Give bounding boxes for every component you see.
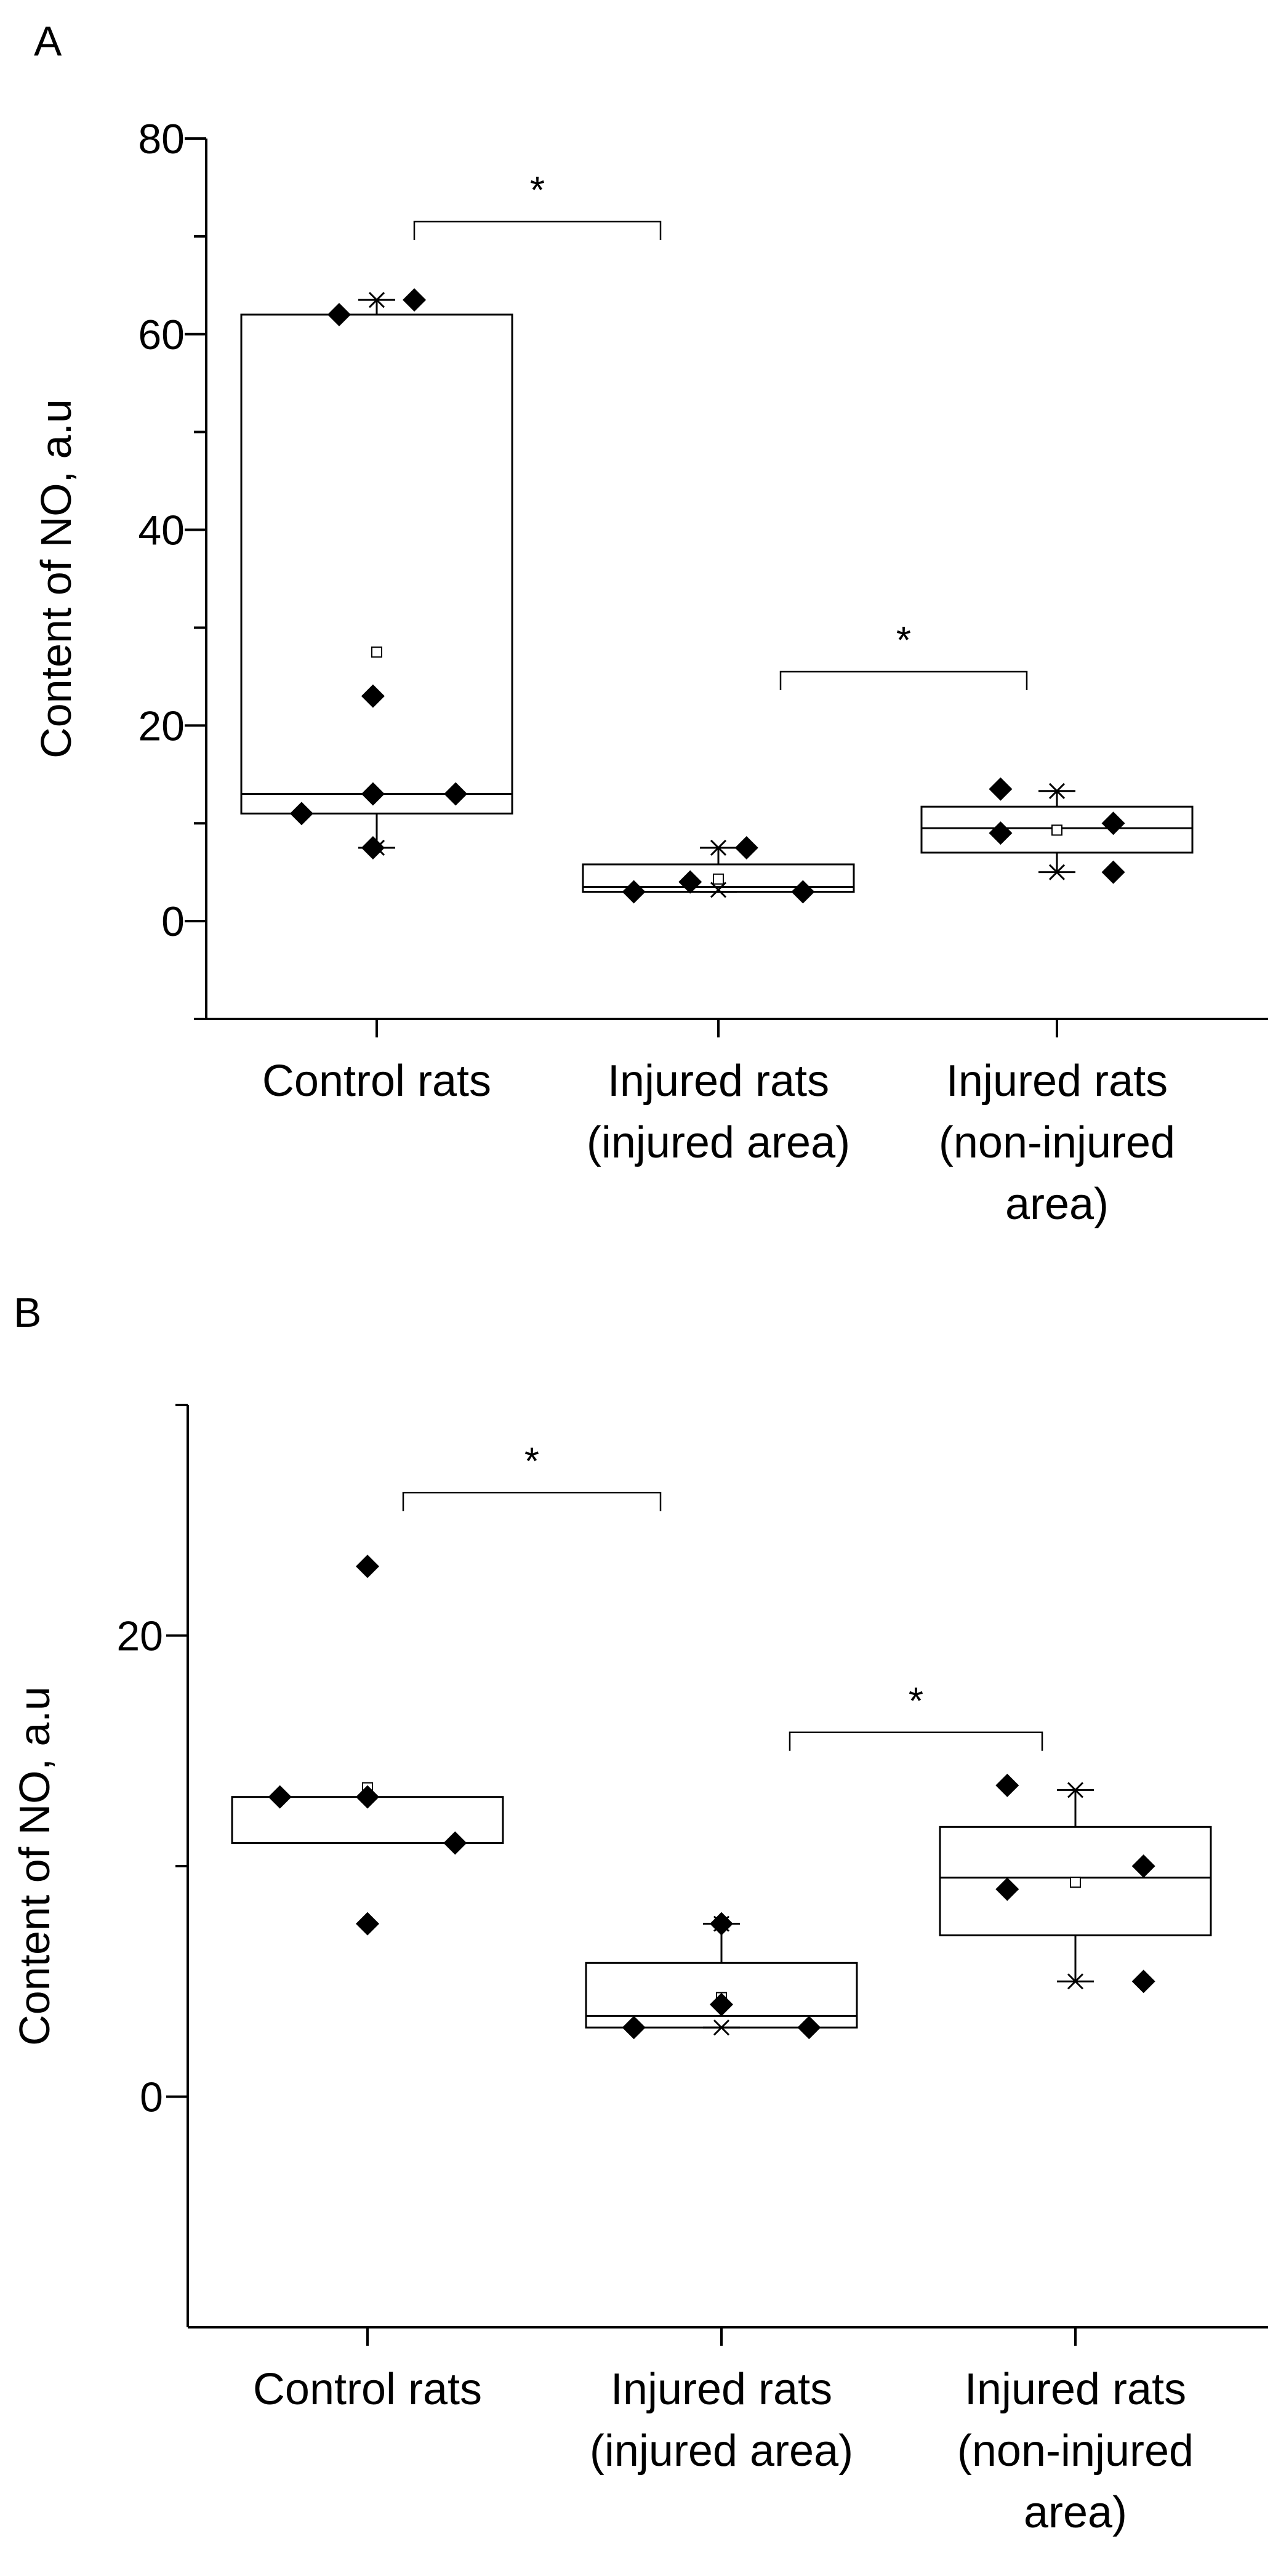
- min-marker: [710, 882, 727, 898]
- x-tick-label-line: Control rats: [262, 1057, 491, 1106]
- data-point: [678, 870, 702, 894]
- data-point: [797, 2016, 821, 2040]
- max-marker: [710, 839, 727, 856]
- data-point: [327, 303, 351, 326]
- max-marker: [1067, 1782, 1084, 1798]
- data-point: [361, 782, 385, 806]
- significance-bracket: [402, 1492, 662, 1511]
- max-marker: [368, 292, 385, 308]
- min-marker: [1067, 1973, 1084, 1990]
- significance-label: *: [909, 1680, 923, 1723]
- y-axis-label: Content of NO, a.u: [32, 399, 80, 759]
- data-point: [356, 1912, 379, 1936]
- y-tick-label: 20: [138, 702, 185, 749]
- chart-panel-b: B 0 20 Content of NO, a.u Control rats Injure…: [10, 1289, 1268, 2537]
- y-tick-label: 0: [140, 2074, 163, 2121]
- data-point: [356, 1785, 379, 1809]
- panel-label: B: [14, 1289, 41, 1336]
- data-point: [622, 880, 646, 904]
- box-3: [920, 777, 1194, 884]
- data-point: [268, 1785, 292, 1809]
- box-2: [585, 1912, 858, 2040]
- x-tick-label: Injured rats (injured area): [590, 2365, 853, 2476]
- y-tick-label: 60: [138, 312, 185, 358]
- min-marker: [713, 2019, 730, 2036]
- mean-marker: [1070, 1877, 1081, 1888]
- max-marker: [1048, 783, 1066, 799]
- mean-marker: [713, 873, 724, 885]
- x-tick-label-line: (non-injured: [957, 2426, 1194, 2476]
- y-tick-label: 20: [116, 1613, 163, 1660]
- data-point: [1131, 1854, 1155, 1878]
- x-tick-label-line: Injured rats: [611, 2365, 832, 2414]
- x-tick-label: Control rats: [253, 2365, 482, 2414]
- data-point: [443, 1831, 467, 1855]
- data-point: [995, 1773, 1019, 1797]
- data-point: [1131, 1970, 1155, 1994]
- box-body: [920, 805, 1194, 854]
- significance-bracket: [779, 670, 1028, 690]
- data-point: [1101, 811, 1125, 835]
- data-point: [734, 835, 758, 859]
- x-tick-label-line: Injured rats: [965, 2365, 1186, 2414]
- panel-label: A: [34, 18, 62, 65]
- x-tick-label-line: Control rats: [253, 2365, 482, 2414]
- x-tick-label-line: (injured area): [590, 2426, 853, 2476]
- significance-bracket: [789, 1731, 1043, 1751]
- data-point: [791, 880, 815, 904]
- data-point: [356, 1555, 379, 1579]
- y-tick-label: 40: [138, 507, 185, 554]
- significance-label: *: [896, 619, 911, 662]
- data-point: [1101, 860, 1125, 884]
- significance-bracket: [413, 220, 662, 241]
- data-point: [710, 1992, 733, 2016]
- y-tick-label: 0: [161, 898, 185, 945]
- data-point: [361, 835, 385, 859]
- min-marker: [1048, 864, 1066, 880]
- x-tick-label-line: area): [1005, 1180, 1109, 1229]
- data-point: [989, 821, 1013, 845]
- data-point: [710, 1912, 733, 1936]
- box-3: [939, 1773, 1212, 1994]
- x-tick-label: Control rats: [262, 1057, 491, 1106]
- data-point: [403, 288, 427, 312]
- data-point: [989, 777, 1013, 801]
- box-1: [240, 288, 513, 859]
- box-body: [582, 863, 855, 893]
- significance-label: *: [530, 169, 545, 212]
- box-body: [240, 313, 513, 815]
- data-point: [444, 782, 468, 806]
- significance-label: *: [524, 1440, 539, 1483]
- box-2: [582, 835, 855, 904]
- mean-marker: [371, 646, 382, 658]
- x-tick-label-line: area): [1024, 2488, 1127, 2537]
- x-tick-label-line: Injured rats: [608, 1057, 829, 1106]
- data-point: [995, 1877, 1019, 1901]
- y-tick-label: 80: [138, 116, 185, 163]
- x-tick-label: Injured rats (non-injured area): [957, 2365, 1194, 2537]
- x-tick-label-line: (non-injured: [939, 1118, 1175, 1167]
- x-tick-label: Injured rats (non-injured area): [939, 1057, 1175, 1229]
- chart-panel-a: A 0 20 40 60 80 Content of NO, a.u Control rats…: [32, 18, 1268, 1229]
- data-point: [289, 802, 313, 826]
- box-body: [939, 1825, 1212, 1936]
- x-tick-label: Injured rats (injured area): [587, 1057, 850, 1167]
- x-tick-label-line: (injured area): [587, 1118, 850, 1167]
- x-tick-label-line: Injured rats: [946, 1057, 1168, 1106]
- y-axis-label: Content of NO, a.u: [10, 1686, 58, 2046]
- box-1: [231, 1555, 504, 1936]
- data-point: [622, 2016, 646, 2040]
- mean-marker: [1051, 824, 1062, 836]
- data-point: [361, 684, 385, 708]
